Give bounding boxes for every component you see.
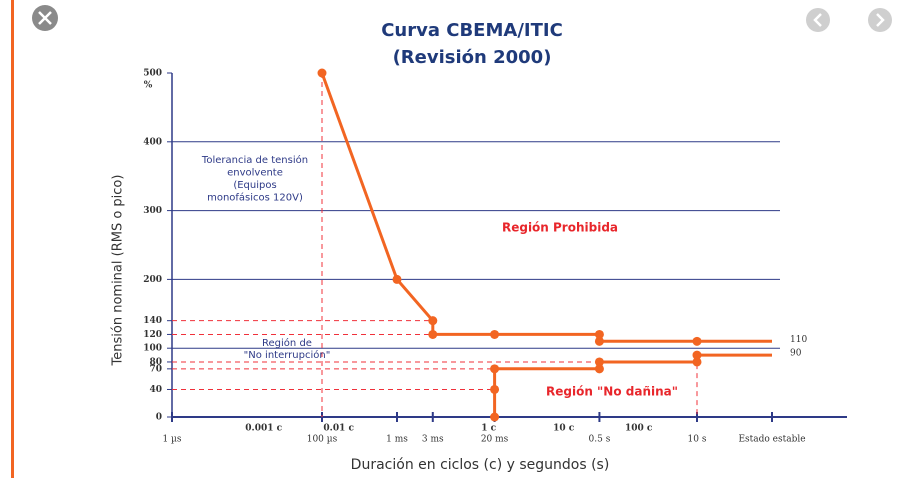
annotation: Región de — [262, 337, 312, 349]
y-tick-label: 300 — [143, 206, 162, 216]
y-tick-label: 500 — [143, 69, 162, 79]
y-tick-label: 0 — [156, 413, 162, 423]
cycle-tick-label: 100 c — [625, 424, 653, 434]
cycle-tick-label: 0.01 c — [323, 424, 354, 434]
y-tick-label: 70 — [149, 364, 162, 374]
annotation: Tolerancia de tensión — [201, 154, 308, 166]
x-tick-label: 20 ms — [481, 435, 509, 445]
y-tick-label: 400 — [143, 137, 162, 147]
y-tick-label: 80 — [149, 357, 162, 367]
left-border — [11, 0, 14, 478]
annotation: Región "No dañina" — [546, 385, 678, 399]
x-tick-label: 10 s — [688, 435, 707, 445]
y-tick-label: 100 — [143, 344, 162, 354]
curve-point — [428, 316, 438, 326]
next-icon[interactable] — [876, 13, 885, 27]
prev-icon[interactable] — [813, 13, 822, 27]
curve-point — [594, 364, 604, 374]
x-tick-label: 100 µs — [307, 435, 338, 445]
y-tick-label: 40 — [149, 385, 162, 395]
curve-point — [692, 350, 702, 360]
curve-point — [428, 329, 438, 339]
curve-point — [490, 384, 500, 394]
cycle-tick-label: 1 c — [481, 424, 496, 434]
x-tick-label: 1 µs — [162, 435, 181, 445]
prev-circle[interactable] — [806, 8, 830, 32]
next-circle[interactable] — [868, 8, 892, 32]
curve-point — [692, 357, 702, 367]
y-tick-label: 200 — [143, 275, 162, 285]
x-tick-label: 1 ms — [386, 435, 408, 445]
curve-point — [594, 329, 604, 339]
annotation: envolvente — [227, 168, 283, 179]
curve-point — [490, 412, 500, 422]
curve-point — [490, 329, 500, 339]
curve-end-label: 110 — [790, 335, 807, 345]
x-axis-label: Duración en ciclos (c) y segundos (s) — [351, 457, 610, 473]
prev-button[interactable] — [806, 8, 830, 32]
x-tick-label: 3 ms — [422, 435, 444, 445]
chart-title: Curva CBEMA/ITIC — [381, 20, 563, 41]
annotation: Región Prohibida — [502, 221, 618, 235]
next-button[interactable] — [868, 8, 892, 32]
curve-point — [594, 336, 604, 346]
cycle-tick-label: 10 c — [553, 424, 575, 434]
curve-point — [594, 357, 604, 367]
y-tick-label: 120 — [143, 330, 162, 340]
y-axis-label: Tensión nominal (RMS o pico) — [111, 175, 126, 367]
x-tick-label: Estado estable — [738, 435, 805, 445]
close-button[interactable] — [32, 5, 58, 31]
curve-point — [392, 274, 402, 284]
chart-subtitle: (Revisión 2000) — [393, 47, 552, 68]
y-unit: % — [144, 81, 153, 91]
curve-point — [317, 68, 327, 78]
close-icon[interactable] — [38, 11, 52, 25]
annotation: "No interrupción" — [244, 349, 331, 361]
annotation: monofásicos 120V) — [207, 192, 303, 204]
curve-point — [490, 364, 500, 374]
y-tick-label: 140 — [143, 316, 162, 326]
curve-end-label: 90 — [790, 349, 802, 359]
x-tick-label: 0.5 s — [589, 435, 611, 445]
cycle-tick-label: 0.001 c — [245, 424, 282, 434]
curve-point — [692, 336, 702, 346]
annotation: (Equipos — [233, 180, 276, 191]
